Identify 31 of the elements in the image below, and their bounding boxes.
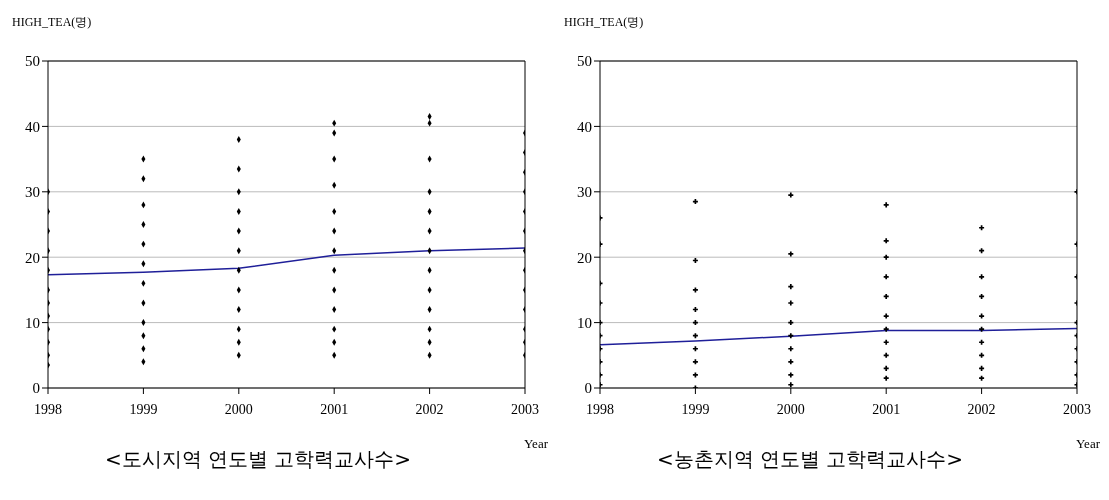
x-tick-label: 2003 xyxy=(1063,401,1091,417)
x-tick-label: 1998 xyxy=(586,401,614,417)
x-axis-title: Year xyxy=(1076,436,1100,452)
x-tick-label: 2000 xyxy=(776,401,805,417)
x-tick-label: 2001 xyxy=(320,401,349,417)
text: <도시지역 연도별 고학력교사수> xyxy=(103,446,413,473)
y-tick-label: 50 xyxy=(577,53,592,70)
x-tick-label: 2001 xyxy=(872,401,901,417)
y-tick-label: 50 xyxy=(25,53,40,70)
y-tick-label: 0 xyxy=(32,380,40,397)
text: <농촌지역 연도별 고학력교사수> xyxy=(655,446,965,473)
x-axis-title: Year xyxy=(524,436,548,452)
y-tick-label: 30 xyxy=(25,184,40,201)
y-tick-label: 20 xyxy=(577,249,592,266)
y-tick-label: 40 xyxy=(25,118,40,135)
y-tick-label: 20 xyxy=(25,249,40,266)
y-tick-label: 10 xyxy=(25,314,40,331)
y-tick-label: 40 xyxy=(577,118,592,135)
y-axis-title: HIGH_TEA(명) xyxy=(12,14,92,31)
line-series xyxy=(48,247,525,276)
x-tick-label: 2003 xyxy=(511,401,539,417)
y-tick-label: 0 xyxy=(584,380,592,397)
x-tick-label: 1998 xyxy=(34,401,62,417)
x-tick-label: 2000 xyxy=(224,401,253,417)
y-axis-title: HIGH_TEA(명) xyxy=(564,14,644,31)
y-tick-label: 30 xyxy=(577,184,592,201)
x-tick-label: 2002 xyxy=(415,401,444,417)
x-tick-label: 2002 xyxy=(967,401,996,417)
x-tick-label: 1999 xyxy=(129,401,158,417)
x-tick-label: 1999 xyxy=(681,401,710,417)
y-tick-label: 10 xyxy=(577,314,592,331)
